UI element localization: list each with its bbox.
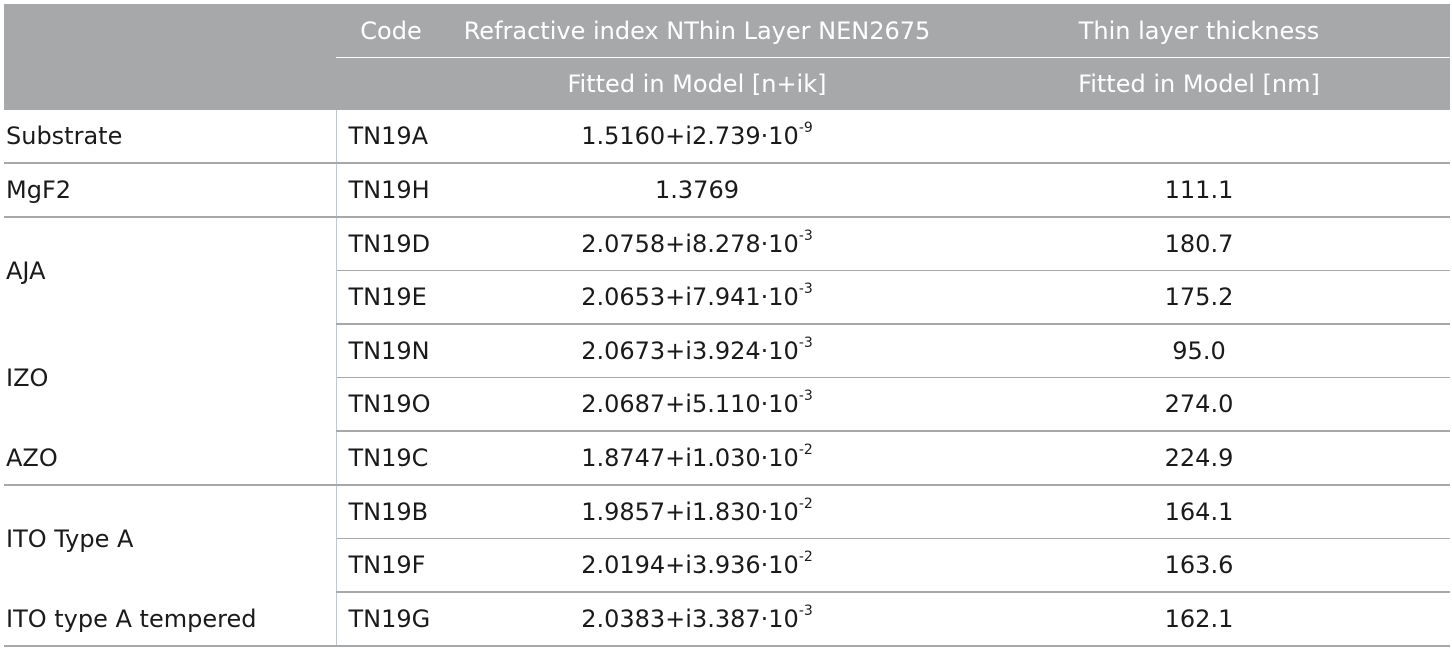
table-row: AJA TN19D 2.0758+i8.278·10-3 180.7: [4, 217, 1450, 324]
layer-name: Substrate: [4, 110, 337, 164]
sample-code: TN19D: [336, 217, 446, 271]
layer-name: ITO Type A: [4, 485, 337, 592]
table-row: MgF2 TN19H 1.3769 111.1: [4, 163, 1450, 218]
layer-name: AZO: [4, 431, 337, 486]
thickness-value: 95.0: [948, 324, 1450, 378]
refractive-index-value: 2.0194+i3.936·10-2: [446, 538, 948, 593]
thickness-value: 111.1: [948, 163, 1450, 218]
refractive-index-base: 1.8747+i1.030·10: [581, 444, 799, 472]
table-row: AZO TN19C 1.8747+i1.030·10-2 224.9: [4, 431, 1450, 486]
refractive-index-value: 1.3769: [446, 163, 948, 218]
table-row: ITO type A tempered TN19G 2.0383+i3.387·…: [4, 592, 1450, 647]
header-blank-cell: [4, 4, 336, 58]
refractive-index-exponent: -3: [798, 281, 813, 297]
layer-name: MgF2: [4, 163, 337, 218]
refractive-index-exponent: -3: [798, 388, 813, 404]
refractive-index-exponent: -3: [798, 603, 813, 619]
table-row: TN19F 2.0194+i3.936·10-2 163.6: [4, 538, 1450, 593]
refractive-index-base: 2.0758+i8.278·10: [581, 230, 799, 258]
sample-code: TN19H: [336, 163, 446, 218]
refractive-index-value: 1.5160+i2.739·10-9: [446, 110, 948, 164]
table-row: Substrate TN19A 1.5160+i2.739·10-9: [4, 110, 1450, 164]
refractive-index-value: 1.8747+i1.030·10-2: [446, 431, 948, 486]
sample-code: TN19E: [336, 270, 446, 325]
sample-code: TN19A: [336, 110, 446, 164]
table-row: ITO Type A TN19B 1.9857+i1.830·10-2 164.…: [4, 485, 1450, 592]
refractive-index-base: 2.0653+i7.941·10: [581, 283, 799, 311]
header-blank-cell: [4, 57, 336, 110]
header-thickness: Thin layer thickness: [948, 4, 1450, 58]
table-row: IZO TN19N 2.0673+i3.924·10-3 95.0: [4, 324, 1450, 431]
refractive-index-exponent: -3: [798, 228, 813, 244]
refractive-index-exponent: -2: [798, 442, 813, 458]
thickness-value: 162.1: [948, 592, 1450, 647]
sample-code: TN19G: [336, 592, 446, 647]
table-header: Code Refractive index NThin Layer NEN267…: [4, 4, 1450, 110]
thickness-value: 224.9: [948, 431, 1450, 486]
refractive-index-value: 1.9857+i1.830·10-2: [446, 485, 948, 539]
refractive-index-exponent: -2: [798, 549, 813, 565]
refractive-index-exponent: -9: [798, 120, 813, 136]
table-body: Substrate TN19A 1.5160+i2.739·10-9 MgF2 …: [4, 110, 1450, 647]
header-refractive-subtitle: Fitted in Model [n+ik]: [446, 57, 948, 110]
thickness-value: [948, 110, 1450, 164]
header-refractive-index: Refractive index NThin Layer NEN2675: [446, 4, 948, 58]
optical-properties-table: Code Refractive index NThin Layer NEN267…: [4, 4, 1450, 647]
refractive-index-base: 2.0194+i3.936·10: [581, 551, 799, 579]
refractive-index-base: 2.0383+i3.387·10: [581, 605, 799, 633]
sample-code: TN19C: [336, 431, 446, 486]
sample-code: TN19B: [336, 485, 446, 539]
refractive-index-base: 1.5160+i2.739·10: [581, 122, 799, 150]
refractive-index-value: 2.0758+i8.278·10-3: [446, 217, 948, 271]
refractive-index-base: 1.9857+i1.830·10: [581, 498, 799, 526]
thickness-value: 180.7: [948, 217, 1450, 271]
thickness-value: 163.6: [948, 538, 1450, 593]
header-blank-cell: [336, 57, 446, 110]
thickness-value: 274.0: [948, 377, 1450, 432]
refractive-index-exponent: -2: [798, 496, 813, 512]
sample-code: TN19N: [336, 324, 446, 378]
refractive-index-value: 2.0673+i3.924·10-3: [446, 324, 948, 378]
table-row: TN19E 2.0653+i7.941·10-3 175.2: [4, 270, 1450, 325]
sample-code: TN19F: [336, 538, 446, 593]
layer-name: IZO: [4, 324, 337, 431]
layer-name: ITO type A tempered: [4, 592, 337, 647]
refractive-index-value: 2.0383+i3.387·10-3: [446, 592, 948, 647]
refractive-index-base: 2.0673+i3.924·10: [581, 337, 799, 365]
header-code: Code: [336, 4, 446, 58]
header-thickness-subtitle: Fitted in Model [nm]: [948, 57, 1450, 110]
refractive-index-value: 2.0653+i7.941·10-3: [446, 270, 948, 325]
refractive-index-value: 2.0687+i5.110·10-3: [446, 377, 948, 432]
layer-name: AJA: [4, 217, 337, 324]
thickness-value: 175.2: [948, 270, 1450, 325]
refractive-index-base: 2.0687+i5.110·10: [581, 390, 799, 418]
refractive-index-exponent: -3: [798, 335, 813, 351]
table-row: TN19O 2.0687+i5.110·10-3 274.0: [4, 377, 1450, 432]
sample-code: TN19O: [336, 377, 446, 432]
thickness-value: 164.1: [948, 485, 1450, 539]
